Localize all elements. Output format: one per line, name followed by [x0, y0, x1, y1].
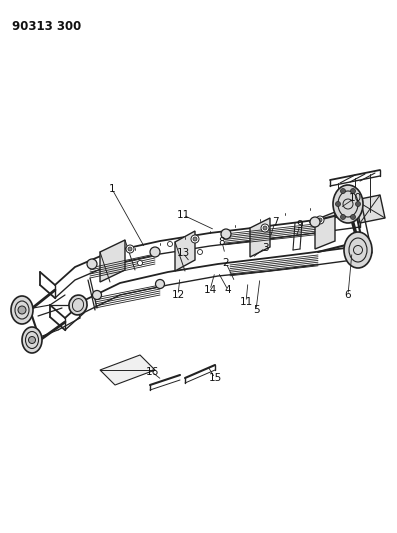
Text: 2: 2 — [223, 258, 229, 268]
Polygon shape — [355, 195, 385, 223]
Text: 15: 15 — [208, 373, 222, 383]
Text: 14: 14 — [203, 285, 217, 295]
Circle shape — [310, 217, 320, 227]
Circle shape — [87, 259, 97, 269]
Circle shape — [335, 201, 341, 206]
Circle shape — [341, 214, 345, 220]
Circle shape — [263, 226, 267, 230]
Circle shape — [351, 189, 355, 193]
Circle shape — [93, 290, 102, 300]
Ellipse shape — [22, 327, 42, 353]
Circle shape — [261, 224, 269, 232]
Polygon shape — [100, 355, 155, 385]
Text: 16: 16 — [145, 367, 159, 377]
Circle shape — [18, 306, 26, 314]
Text: 7: 7 — [272, 217, 278, 227]
Ellipse shape — [69, 295, 87, 315]
Circle shape — [193, 237, 197, 241]
Text: 3: 3 — [262, 243, 268, 253]
Text: 9: 9 — [297, 220, 303, 230]
Circle shape — [137, 261, 143, 265]
Text: 90313 300: 90313 300 — [12, 20, 81, 33]
Text: 13: 13 — [176, 248, 190, 258]
Circle shape — [128, 247, 132, 251]
Ellipse shape — [333, 185, 363, 223]
Text: 11: 11 — [239, 297, 252, 307]
Circle shape — [29, 336, 35, 343]
Circle shape — [355, 201, 360, 206]
Circle shape — [168, 241, 173, 246]
Circle shape — [197, 249, 202, 254]
Circle shape — [221, 229, 231, 239]
Text: 11: 11 — [176, 210, 190, 220]
Circle shape — [126, 245, 134, 253]
Polygon shape — [100, 240, 125, 282]
Text: 4: 4 — [225, 285, 231, 295]
Ellipse shape — [344, 232, 372, 268]
Text: 10: 10 — [349, 193, 362, 203]
Text: 6: 6 — [345, 290, 351, 300]
Polygon shape — [175, 231, 195, 271]
Circle shape — [191, 235, 199, 243]
Circle shape — [156, 279, 164, 288]
Polygon shape — [315, 212, 335, 249]
Circle shape — [318, 218, 322, 222]
Circle shape — [341, 189, 345, 193]
Polygon shape — [250, 218, 270, 257]
Circle shape — [351, 214, 355, 220]
Text: 5: 5 — [252, 305, 259, 315]
Text: 1: 1 — [109, 184, 115, 194]
Text: 12: 12 — [172, 290, 185, 300]
Circle shape — [316, 216, 324, 224]
Text: 8: 8 — [219, 237, 225, 247]
Ellipse shape — [11, 296, 33, 324]
Circle shape — [150, 247, 160, 257]
